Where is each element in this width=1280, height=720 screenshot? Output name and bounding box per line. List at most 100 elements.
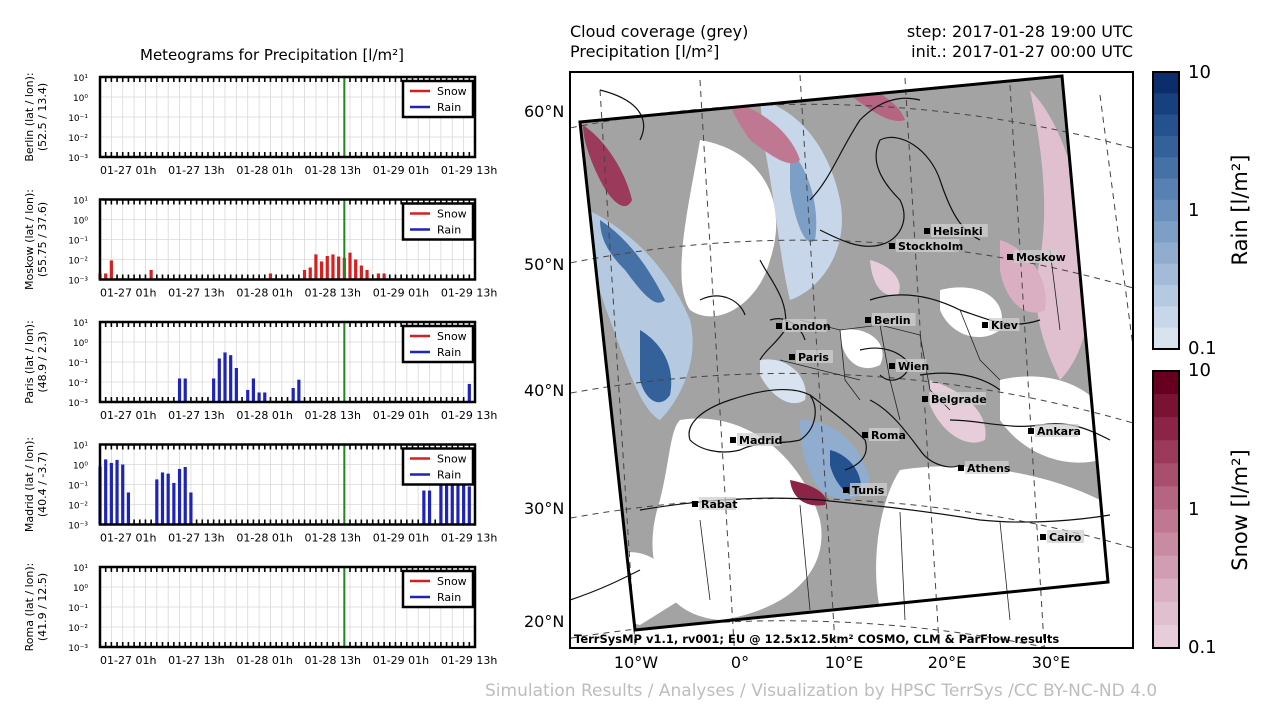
colorbar-segment	[1153, 221, 1179, 243]
meteogram-panel-4: 10¹ 10⁰ 10⁻¹ 10⁻² 10⁻³ 01-27 01h 01-27 13h 01-2…	[23, 563, 497, 667]
meteogram-panel-3: 10¹ 10⁰ 10⁻¹ 10⁻² 10⁻³ 01-27 01h 01-27 13h 01-2…	[23, 437, 497, 545]
colorbar-segment	[1153, 440, 1179, 464]
city-label: Rabat	[701, 498, 737, 511]
legend-box	[401, 324, 475, 364]
x-tick-label: 01-27 01h	[100, 164, 156, 177]
rain-bar	[172, 482, 176, 525]
city-label-bg	[783, 319, 827, 332]
rain-colorbar	[1152, 71, 1180, 350]
y-tick-label: 10⁻³	[68, 154, 88, 164]
map-header-right: step: 2017-01-28 19:00 UTC init.: 2017-0…	[880, 22, 1133, 62]
city-roma: Roma	[862, 428, 906, 442]
city-label: Helsinki	[933, 225, 983, 238]
y-tick-label: 10⁻¹	[68, 604, 88, 614]
rain-bar	[291, 388, 295, 402]
meteogram-ylabel: Madrid (lat / lon):(40.4 / -3.7)	[23, 437, 49, 532]
legend-box	[401, 447, 475, 486]
y-tick-label: 10¹	[73, 197, 88, 207]
city-label-bg	[737, 433, 781, 446]
rain-bar	[126, 492, 131, 525]
legend-box	[401, 569, 475, 609]
snow-bar	[149, 269, 153, 280]
x-tick-label: 01-27 13h	[168, 532, 224, 545]
rain-bar	[155, 479, 159, 525]
rain-bar	[212, 378, 216, 402]
colorbar-segment	[1153, 532, 1179, 557]
rain-bar	[462, 482, 466, 525]
meteogram-title: Meteograms for Precipitation [l/m²]	[140, 46, 405, 64]
snow-bar	[359, 265, 363, 280]
y-tick-label: 10⁻²	[68, 624, 88, 634]
colorbar-segment	[1153, 306, 1179, 329]
city-label: London	[785, 320, 831, 333]
city-label-bg	[850, 483, 887, 496]
legend-snow-label: Snow	[437, 575, 467, 588]
meteogram-panel-0: 10¹ 10⁰ 10⁻¹ 10⁻² 10⁻³ 01-27 01h 01-27 13h 01-2…	[23, 72, 497, 177]
model-credit: TerrSysMP v1.1, rv001; EU @ 12.5x12.5km²…	[574, 632, 1059, 646]
lat-label-60n: 60°N	[524, 102, 564, 121]
colorbar-segment	[1153, 486, 1179, 510]
rain-bar	[246, 389, 250, 402]
rain-bar	[257, 392, 261, 402]
snow-bar	[319, 261, 324, 280]
x-tick-label: 01-28 13h	[305, 532, 361, 545]
city-label-bg	[1014, 250, 1058, 263]
y-tick-label: 10⁰	[73, 94, 88, 104]
y-tick-label: 10⁻³	[68, 277, 88, 287]
x-tick-label: 01-27 01h	[100, 532, 156, 545]
x-tick-label: 01-29 13h	[441, 532, 497, 545]
colorbar-segment	[1153, 93, 1179, 116]
x-tick-label: 01-28 13h	[305, 164, 361, 177]
x-tick-label: 01-28 13h	[305, 287, 361, 300]
x-tick-label: 01-27 13h	[168, 287, 224, 300]
snow-bar	[109, 260, 113, 280]
city-marker	[789, 354, 795, 360]
city-paris: Paris	[789, 350, 833, 364]
rain-tick-01: 0.1	[1188, 338, 1217, 359]
lat-label-40n: 40°N	[524, 381, 564, 400]
legend-snow-label: Snow	[437, 453, 467, 466]
city-label: Berlin	[874, 314, 911, 327]
meteogram-ylabel: Berlin (lat / lon):(52.5 / 13.4)	[23, 72, 49, 161]
city-marker	[692, 501, 698, 507]
city-label: Stockholm	[898, 240, 963, 253]
lon-label-20e: 20°E	[928, 653, 966, 672]
city-madrid: Madrid	[730, 433, 782, 447]
colorbar-frame	[1152, 71, 1180, 350]
snow-bar	[325, 255, 329, 280]
y-tick-label: 10⁻¹	[68, 482, 88, 492]
snow-bar	[302, 269, 307, 280]
meteogram-panel-1: 10¹ 10⁰ 10⁻¹ 10⁻² 10⁻³ 01-27 01h 01-27 13h 01-2…	[23, 189, 497, 300]
city-label: Madrid	[739, 434, 782, 447]
rain-bar	[166, 473, 170, 525]
city-berlin: Berlin	[865, 313, 916, 327]
city-label: Wien	[898, 360, 929, 373]
city-marker	[865, 317, 871, 323]
lat-label-30n: 30°N	[524, 499, 564, 518]
rain-bar	[121, 464, 125, 525]
y-tick-label: 10⁰	[73, 339, 88, 349]
y-tick-label: 10⁻¹	[68, 114, 88, 124]
snow-bar	[376, 273, 381, 280]
x-tick-label: 01-28 01h	[236, 532, 292, 545]
rain-bar	[444, 480, 449, 525]
colorbar-segment	[1153, 327, 1179, 350]
snow-bar	[348, 252, 352, 280]
rain-bar	[439, 484, 443, 525]
city-marker	[862, 432, 868, 438]
rain-bar	[427, 490, 432, 525]
y-tick-label: 10⁻¹	[68, 237, 88, 247]
y-tick-label: 10⁻²	[68, 502, 88, 512]
city-label: Roma	[871, 429, 906, 442]
meteogram-legend: Snow Rain	[401, 202, 475, 241]
snow-bar	[354, 259, 358, 280]
rain-bar	[183, 466, 187, 525]
city-label: Cairo	[1049, 531, 1082, 544]
city-marker	[922, 396, 928, 402]
city-label-bg	[872, 313, 916, 326]
colorbar-segment	[1153, 178, 1179, 201]
snow-tick-10: 10	[1188, 360, 1211, 381]
x-tick-label: 01-27 13h	[168, 164, 224, 177]
x-tick-label: 01-28 13h	[305, 409, 361, 422]
